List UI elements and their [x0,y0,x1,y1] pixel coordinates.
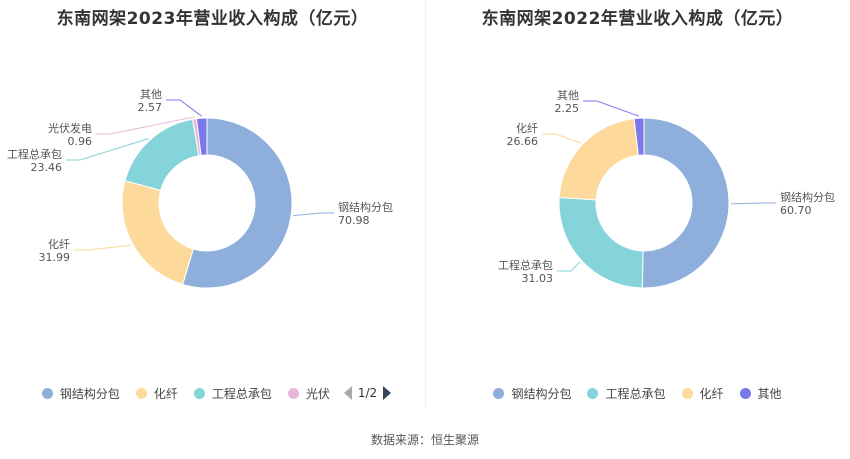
slice-label-value: 2.25 [555,102,580,115]
legend-swatch [739,387,751,399]
slice-工程总承包[interactable] [558,196,644,289]
leader-line [557,261,581,272]
slice-label-name: 工程总承包 [498,258,553,272]
slice-label-value: 26.66 [507,135,539,148]
leader-line [583,100,640,117]
legend-2023: 钢结构分包 化纤 工程总承包 光伏 1/2 [0,383,425,403]
legend-label: 其他 [757,386,782,401]
legend-item[interactable]: 钢结构分包 [41,385,120,402]
panel-divider [425,0,426,408]
slice-工程总承包[interactable] [124,118,200,191]
legend-item[interactable]: 其他 [739,385,782,402]
legend-label: 工程总承包 [211,386,272,401]
legend-label: 钢结构分包 [511,386,572,401]
legend-item[interactable]: 钢结构分包 [493,385,571,402]
legend-page-indicator: 1/2 [357,386,378,400]
slice-化纤[interactable] [558,118,639,201]
slice-label-value: 2.57 [138,101,163,114]
legend-label: 钢结构分包 [59,386,120,401]
slice-label-value: 23.46 [31,161,63,174]
legend-item[interactable]: 工程总承包 [193,385,272,402]
slice-label-value: 60.70 [780,204,812,217]
leader-line [730,202,776,205]
slice-label-name: 化纤 [516,121,538,135]
slice-label-name: 其他 [140,88,162,101]
legend-item[interactable]: 化纤 [681,385,724,402]
slice-label-name: 光伏发电 [48,121,92,135]
slice-label-value: 31.99 [39,251,71,264]
legend-swatch [681,387,693,399]
slice-化纤[interactable] [121,180,194,286]
legend-swatch [135,387,147,399]
legend-item[interactable]: 光伏 [287,385,330,402]
leader-line [542,133,582,144]
slice-其他[interactable] [633,117,645,156]
legend-next-icon[interactable] [383,386,392,400]
slice-label-name: 工程总承包 [7,147,62,161]
legend-label: 工程总承包 [605,386,666,401]
legend-label: 光伏 [305,386,330,401]
legend-item[interactable]: 化纤 [135,385,178,402]
slice-label-name: 钢结构分包 [780,190,835,204]
data-source-note: 数据来源：恒生聚源 [370,433,479,447]
legend-2022: 钢结构分包 工程总承包 化纤 其他 [425,383,850,403]
chart-title-2023: 东南网架2023年营业收入构成（亿元） [56,9,369,29]
chart-panel-2022: 东南网架2022年营业收入构成（亿元） 钢结构分包 60.70 工程总承包 31.03… [425,0,850,410]
legend-item[interactable]: 工程总承包 [587,385,666,402]
slice-钢结构分包[interactable] [641,117,730,289]
legend-swatch [493,387,505,399]
slice-label-value: 70.98 [338,214,370,227]
slice-label-name: 钢结构分包 [338,200,393,214]
legend-prev-icon[interactable] [343,386,352,400]
leader-line [96,116,195,135]
legend-swatch [193,387,205,399]
slice-其他[interactable] [195,117,208,156]
slice-label-name: 化纤 [48,237,70,251]
legend-swatch [41,387,53,399]
legend-pager: 1/2 [343,386,392,400]
chart-panel-2023: 东南网架2023年营业收入构成（亿元） 钢结构分包 70.98 化纤 31.99 工程总… [0,0,425,410]
legend-swatch [287,387,299,399]
leader-line [166,99,202,117]
slice-label-value: 0.96 [68,135,93,148]
legend-label: 化纤 [699,386,724,401]
leader-line [74,244,132,251]
chart-title-2022: 东南网架2022年营业收入构成（亿元） [481,9,794,29]
slice-label-value: 31.03 [522,272,554,285]
legend-label: 化纤 [153,386,178,401]
leader-line [66,138,149,161]
leader-line [293,212,334,217]
legend-swatch [587,387,599,399]
slice-钢结构分包[interactable] [182,117,293,289]
slice-label-name: 其他 [557,89,579,102]
